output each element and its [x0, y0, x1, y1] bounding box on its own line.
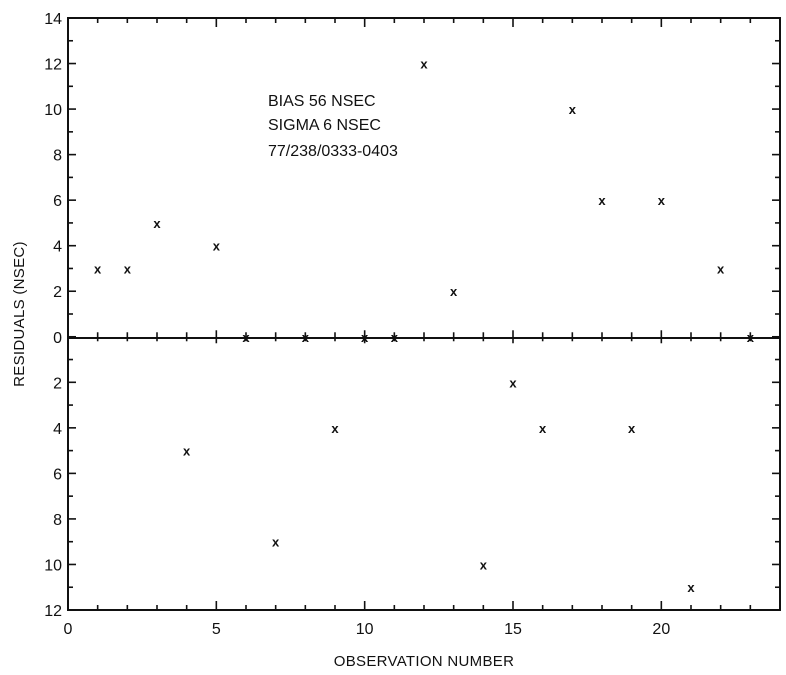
- x-tick-label: 0: [64, 621, 73, 638]
- data-point: x: [242, 330, 250, 345]
- y-tick-label: 12: [44, 603, 62, 620]
- data-point: x: [331, 421, 339, 436]
- y-tick-label: 6: [53, 466, 62, 483]
- data-point: x: [628, 421, 636, 436]
- annotation-sigma: SIGMA 6 NSEC: [268, 117, 381, 134]
- data-point: x: [450, 284, 458, 299]
- y-tick-label: 2: [53, 284, 62, 301]
- y-tick-label: 6: [53, 193, 62, 210]
- data-point: x: [391, 330, 399, 345]
- x-tick-labels: 0 5 10 15 20: [64, 621, 671, 638]
- data-point: x: [509, 375, 517, 390]
- y-tick-label: 4: [53, 239, 62, 256]
- annotation-date: 77/238/0333-0403: [268, 143, 398, 160]
- data-point: x: [124, 261, 132, 276]
- data-point: x: [153, 216, 161, 231]
- data-point: x: [94, 261, 102, 276]
- y-tick-label: 12: [44, 57, 62, 74]
- data-point: x: [213, 239, 221, 254]
- data-point: x: [302, 330, 310, 345]
- data-point: x: [480, 557, 488, 572]
- data-point: x: [717, 261, 725, 276]
- x-tick-label: 20: [652, 621, 670, 638]
- x-tick-label: 15: [504, 621, 522, 638]
- data-point: x: [569, 102, 577, 117]
- data-point: x: [687, 580, 695, 595]
- y-tick-label: 0: [53, 330, 62, 347]
- y-tick-label: 4: [53, 421, 62, 438]
- y-tick-label: 8: [53, 148, 62, 165]
- data-point: x: [747, 330, 755, 345]
- data-point: x: [598, 193, 606, 208]
- y-tick-label: 10: [44, 102, 62, 119]
- x-tick-label: 10: [356, 621, 374, 638]
- annotation-bias: BIAS 56 NSEC: [268, 93, 376, 110]
- plot-frame: [67, 17, 781, 611]
- axis-ticks: [67, 17, 781, 611]
- data-points: x x x x x x x x x x x x x x x x x x x x x x x: [94, 57, 755, 596]
- y-tick-label: 2: [53, 375, 62, 392]
- x-axis-title: OBSERVATION NUMBER: [334, 653, 514, 670]
- data-point: x: [658, 193, 666, 208]
- y-axis-title: RESIDUALS (NSEC): [11, 241, 28, 387]
- x-tick-label: 5: [212, 621, 221, 638]
- y-tick-label: 10: [44, 557, 62, 574]
- data-point: x: [183, 444, 191, 459]
- data-point: x: [361, 330, 369, 345]
- y-tick-label: 14: [44, 11, 62, 28]
- data-point: x: [272, 535, 280, 550]
- y-tick-labels: 14 12 10 8 6 4 2 0 2 4 6 8 10 12: [44, 11, 62, 620]
- data-point: x: [420, 57, 428, 72]
- data-point: x: [539, 421, 547, 436]
- y-tick-label: 8: [53, 512, 62, 529]
